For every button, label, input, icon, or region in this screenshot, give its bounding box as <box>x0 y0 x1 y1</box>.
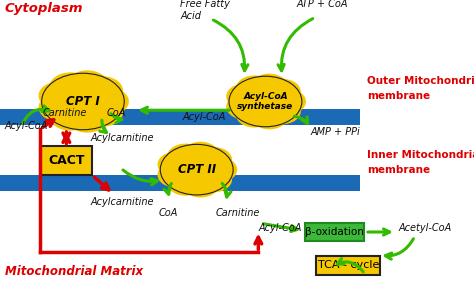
Ellipse shape <box>61 86 105 117</box>
Text: β-oxidation: β-oxidation <box>305 227 364 237</box>
Text: Carnitine: Carnitine <box>43 108 87 118</box>
Ellipse shape <box>251 104 288 129</box>
Ellipse shape <box>246 88 285 115</box>
Ellipse shape <box>81 98 123 127</box>
Text: CACT: CACT <box>48 155 85 167</box>
Text: Outer Mitochondrial: Outer Mitochondrial <box>367 76 474 86</box>
Ellipse shape <box>236 75 273 101</box>
Ellipse shape <box>236 102 273 128</box>
Text: Acetyl-CoA: Acetyl-CoA <box>398 223 451 233</box>
Ellipse shape <box>226 84 263 109</box>
Ellipse shape <box>157 152 194 177</box>
Ellipse shape <box>264 79 301 104</box>
Text: Free Fatty: Free Fatty <box>180 0 230 9</box>
Ellipse shape <box>81 76 123 105</box>
Ellipse shape <box>167 144 204 169</box>
Text: CPT II: CPT II <box>178 163 216 176</box>
Ellipse shape <box>269 89 306 114</box>
Text: Acyl-CoA: Acyl-CoA <box>182 113 226 122</box>
Ellipse shape <box>195 147 232 173</box>
Text: membrane: membrane <box>367 165 430 175</box>
Text: Acylcarnitine: Acylcarnitine <box>90 197 154 206</box>
Ellipse shape <box>38 81 81 110</box>
Bar <box>0 109 360 125</box>
Ellipse shape <box>157 162 194 188</box>
Text: CPT I: CPT I <box>66 95 100 108</box>
Text: Acyl-CoA: Acyl-CoA <box>5 121 48 131</box>
Ellipse shape <box>38 93 81 122</box>
Text: TCA - cycle: TCA - cycle <box>318 260 379 270</box>
FancyBboxPatch shape <box>40 146 92 175</box>
Text: AMP + PPi: AMP + PPi <box>310 127 360 137</box>
Ellipse shape <box>167 170 204 196</box>
Text: Acyl-CoA: Acyl-CoA <box>258 223 302 233</box>
Ellipse shape <box>182 172 219 197</box>
Ellipse shape <box>49 72 91 101</box>
Text: Cytoplasm: Cytoplasm <box>5 2 83 15</box>
Ellipse shape <box>226 94 263 119</box>
Ellipse shape <box>87 87 129 116</box>
Text: Acyl-CoA
synthetase: Acyl-CoA synthetase <box>237 92 293 111</box>
Ellipse shape <box>200 157 237 182</box>
Ellipse shape <box>251 74 288 99</box>
Text: Carnitine: Carnitine <box>216 208 260 218</box>
Ellipse shape <box>182 142 219 167</box>
Text: CoA: CoA <box>159 208 178 218</box>
Ellipse shape <box>66 104 108 133</box>
Text: Acid: Acid <box>180 11 201 21</box>
Ellipse shape <box>264 99 301 124</box>
Text: ATP + CoA: ATP + CoA <box>296 0 348 9</box>
Text: Mitochondrial Matrix: Mitochondrial Matrix <box>5 265 143 278</box>
Text: Acylcarnitine: Acylcarnitine <box>90 133 154 143</box>
Text: CoA: CoA <box>107 108 126 118</box>
Ellipse shape <box>195 167 232 192</box>
Text: membrane: membrane <box>367 91 430 101</box>
FancyBboxPatch shape <box>316 256 380 275</box>
Ellipse shape <box>177 156 216 183</box>
Ellipse shape <box>49 102 91 130</box>
Text: Inner Mitochondrial: Inner Mitochondrial <box>367 150 474 160</box>
Bar <box>0 175 360 191</box>
FancyBboxPatch shape <box>304 223 364 241</box>
Ellipse shape <box>66 70 108 99</box>
